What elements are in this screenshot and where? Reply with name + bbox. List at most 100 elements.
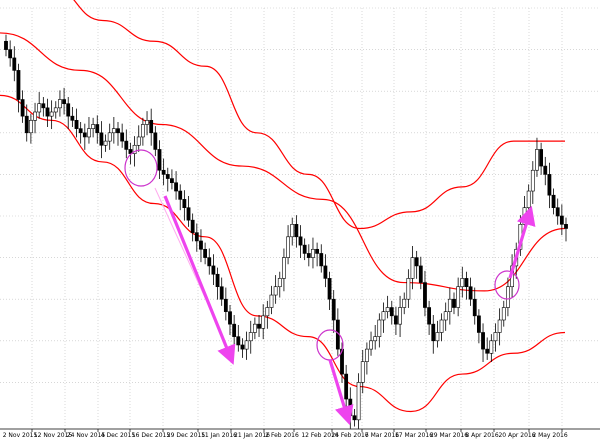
candle xyxy=(207,248,212,275)
candle-body-up xyxy=(277,278,282,288)
x-tick-label: 2 Feb 2016 xyxy=(265,432,299,439)
candle-body-up xyxy=(369,340,373,350)
candle-body-down xyxy=(78,128,83,134)
candle-body-down xyxy=(344,373,349,400)
candle xyxy=(286,225,290,265)
candle xyxy=(447,287,452,325)
candle-body-up xyxy=(360,361,365,383)
candle xyxy=(398,295,402,338)
candle-body-up xyxy=(261,315,266,329)
candle xyxy=(414,250,419,279)
candles xyxy=(4,34,568,429)
candle-body-up xyxy=(49,111,54,117)
candle xyxy=(215,267,220,300)
candle-body-down xyxy=(190,219,195,233)
candle xyxy=(439,313,444,342)
candle-body-down xyxy=(116,128,120,134)
candle-body-down xyxy=(418,265,423,283)
candle-body-down xyxy=(257,323,261,329)
candle xyxy=(41,97,46,117)
candle-body-down xyxy=(323,265,328,279)
candle-body-up xyxy=(290,224,295,238)
x-tick-label: 11 Jan 2016 xyxy=(201,432,237,439)
candle-body-up xyxy=(443,311,448,321)
candle-body-up xyxy=(535,149,539,171)
candle xyxy=(277,271,282,298)
candle-body-down xyxy=(157,149,162,171)
candle-body-down xyxy=(423,282,427,308)
candle-body-down xyxy=(306,253,311,258)
candle xyxy=(369,331,373,356)
candle xyxy=(16,63,21,113)
candle-body-down xyxy=(99,132,104,146)
candle-body-up xyxy=(373,336,378,342)
x-tick-label: 2 Nov 2015 xyxy=(3,432,38,439)
candle-body-up xyxy=(265,307,270,317)
candle xyxy=(323,254,328,288)
candle xyxy=(273,275,278,304)
candle-body-up xyxy=(87,128,91,138)
candle xyxy=(149,108,154,146)
candle xyxy=(223,287,228,321)
candle-body-down xyxy=(389,307,394,317)
candle-body-up xyxy=(406,278,411,300)
candle xyxy=(248,320,253,354)
candle xyxy=(178,184,183,211)
candle-body-down xyxy=(476,315,481,333)
candle xyxy=(331,290,336,333)
candle xyxy=(33,102,37,134)
candle-body-up xyxy=(398,307,402,325)
candle-body-down xyxy=(215,273,220,288)
x-tick-label: 12 Nov 2015 xyxy=(34,432,73,439)
candle xyxy=(219,277,224,306)
annotations xyxy=(124,149,536,426)
candle xyxy=(485,337,490,360)
candle xyxy=(82,123,87,150)
candle-body-down xyxy=(315,248,320,254)
candle xyxy=(78,121,83,144)
candle-body-up xyxy=(385,307,390,312)
candle-body-up xyxy=(269,294,274,308)
candle-body-down xyxy=(472,298,477,317)
candle-body-down xyxy=(452,298,456,308)
candle-body-up xyxy=(435,332,440,342)
candle-body-up xyxy=(381,311,386,321)
candle xyxy=(161,158,166,186)
candle-body-down xyxy=(539,149,544,167)
candle-body-up xyxy=(28,120,33,134)
candle xyxy=(348,387,353,429)
candle xyxy=(381,302,386,333)
candle xyxy=(236,324,241,352)
candle xyxy=(261,304,266,340)
candle xyxy=(481,323,485,363)
candle-body-up xyxy=(273,286,278,296)
candle xyxy=(302,238,307,261)
candle xyxy=(311,237,315,269)
candle-body-down xyxy=(543,165,548,175)
x-tick-label: 7 Mar 2016 xyxy=(365,432,399,439)
candle xyxy=(203,242,208,265)
bollinger-bands xyxy=(0,0,566,413)
candle-body-down xyxy=(464,278,469,288)
bollinger-middle-line xyxy=(0,32,566,292)
candle xyxy=(489,334,494,363)
candle xyxy=(389,300,394,325)
candle-body-down xyxy=(319,253,324,267)
candle xyxy=(294,215,299,248)
candle xyxy=(547,162,552,209)
candle xyxy=(252,317,257,340)
candle xyxy=(373,324,378,350)
x-tick-label: 12 Feb 2016 xyxy=(301,432,339,439)
candle-body-down xyxy=(70,115,75,121)
candle xyxy=(555,198,560,225)
candle xyxy=(49,100,54,130)
candle-body-down xyxy=(564,224,568,229)
candle xyxy=(394,306,398,335)
candle xyxy=(128,142,133,165)
candle xyxy=(377,313,382,348)
candle-body-down xyxy=(352,415,357,421)
candle xyxy=(452,292,456,315)
candle xyxy=(95,115,100,144)
candle xyxy=(564,217,568,242)
